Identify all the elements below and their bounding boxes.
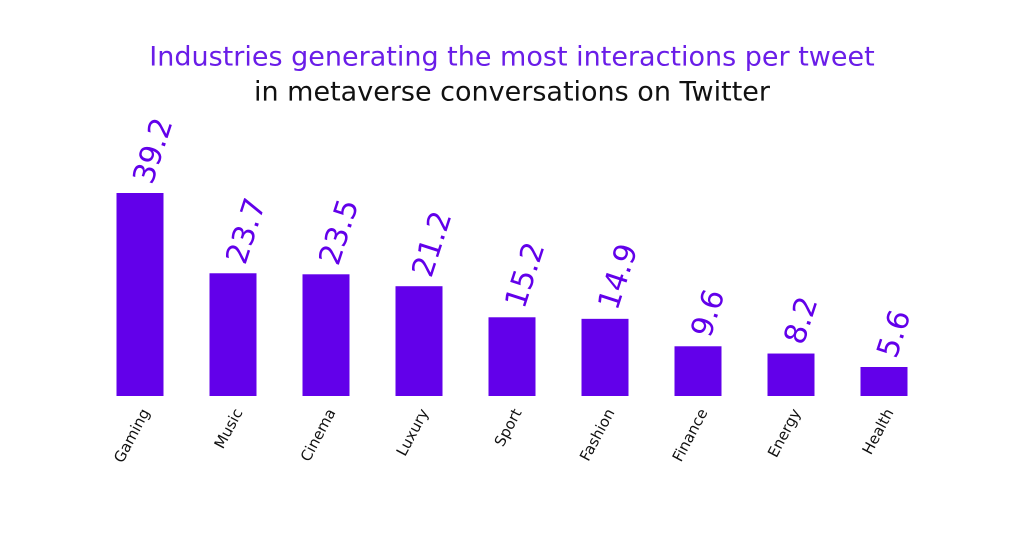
value-label: 23.7 [219, 194, 273, 268]
x-tick-label: Finance [669, 406, 712, 465]
x-tick-label: Fashion [576, 406, 618, 464]
bar [581, 318, 629, 396]
bar [395, 286, 443, 396]
x-tick-label: Gaming [110, 406, 153, 466]
value-label: 21.2 [405, 207, 459, 281]
x-tick-label: Health [858, 406, 897, 458]
value-label: 14.9 [591, 240, 645, 314]
chart-subtitle: in metaverse conversations on Twitter [254, 77, 771, 108]
bar [767, 353, 815, 396]
value-label: 23.5 [312, 195, 366, 269]
value-label: 9.6 [684, 285, 732, 341]
value-label: 39.2 [126, 114, 180, 188]
bar [116, 193, 164, 396]
bar [488, 317, 536, 396]
x-tick-label: Luxury [393, 405, 433, 459]
value-label: 5.6 [870, 306, 918, 362]
bar [302, 274, 350, 396]
bar [209, 273, 257, 396]
x-tick-label: Energy [764, 405, 805, 460]
x-tick-label: Music [211, 406, 247, 452]
x-tick-label: Cinema [297, 406, 340, 465]
chart-title: Industries generating the most interacti… [149, 42, 874, 73]
bar [860, 367, 908, 396]
bar [674, 346, 722, 396]
value-label: 15.2 [498, 238, 552, 312]
value-label: 8.2 [777, 292, 825, 348]
x-tick-label: Sport [491, 405, 526, 449]
